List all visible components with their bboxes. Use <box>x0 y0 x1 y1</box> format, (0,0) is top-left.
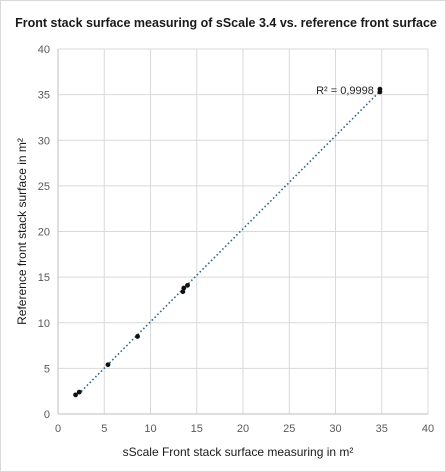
x-tick-label: 25 <box>283 423 295 435</box>
data-points <box>73 86 383 398</box>
y-tick-label: 35 <box>38 90 50 102</box>
y-tick-label: 5 <box>44 363 50 375</box>
y-tick-label: 30 <box>38 135 50 147</box>
y-tick-label: 15 <box>38 272 50 284</box>
x-tick-label: 5 <box>101 423 107 435</box>
data-point <box>185 282 190 288</box>
y-tick-label: 20 <box>38 227 50 239</box>
x-tick-label: 35 <box>376 423 388 435</box>
r-squared-annotation: R² = 0,9998 <box>316 85 374 97</box>
data-point <box>180 289 186 295</box>
y-tick-label: 0 <box>44 409 50 421</box>
data-point <box>181 285 187 291</box>
x-tick-label: 20 <box>237 423 249 435</box>
x-tick-labels: 0 5 10 15 20 25 30 35 40 <box>55 423 434 435</box>
x-tick-label: 40 <box>422 423 434 435</box>
y-tick-label: 10 <box>38 318 50 330</box>
x-tick-label: 15 <box>191 423 203 435</box>
linear-trendline <box>75 90 381 398</box>
data-point <box>105 362 111 368</box>
x-tick-label: 10 <box>144 423 156 435</box>
chart-title: Front stack surface measuring of sScale … <box>15 16 437 30</box>
data-point <box>76 389 82 395</box>
y-tick-label: 40 <box>38 44 50 56</box>
x-tick-label: 30 <box>329 423 341 435</box>
data-point <box>73 392 78 398</box>
axes <box>57 49 428 415</box>
x-tick-label: 0 <box>55 423 61 435</box>
x-axis-label: sScale Front stack surface measuring in … <box>123 445 354 459</box>
gridlines <box>58 48 429 414</box>
y-tick-labels: 0 5 10 15 20 25 30 35 40 <box>38 44 50 421</box>
data-point <box>377 86 383 92</box>
y-tick-label: 25 <box>38 181 50 193</box>
data-point <box>135 334 140 339</box>
y-axis-label: Reference front stack surface in m² <box>15 138 29 325</box>
